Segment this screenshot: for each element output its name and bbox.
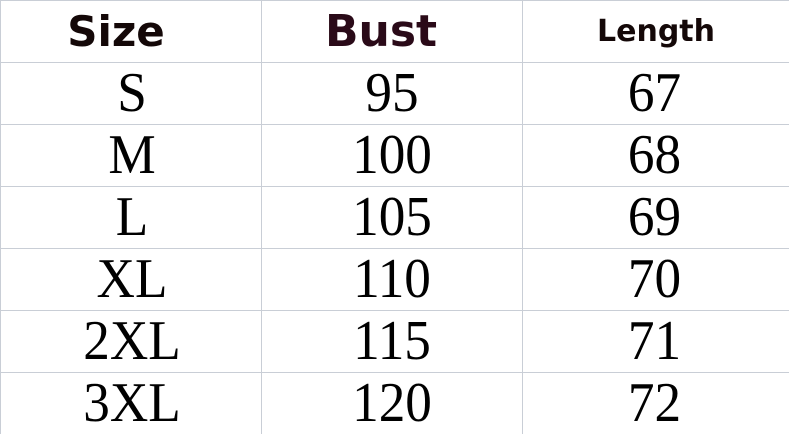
grid-line — [261, 0, 262, 434]
cell-bust: 115 — [353, 310, 431, 372]
cell-size: 3XL — [83, 372, 181, 434]
cell-bust: 110 — [353, 248, 431, 310]
cell-size: M — [108, 124, 156, 186]
cell-length: 69 — [627, 186, 682, 248]
grid-line — [0, 124, 789, 125]
grid-line — [0, 0, 789, 1]
grid-line — [0, 0, 1, 434]
grid-line — [0, 186, 789, 187]
cell-length: 67 — [627, 62, 682, 124]
cell-bust: 105 — [352, 186, 432, 248]
cell-size: 2XL — [83, 310, 181, 372]
header-bust: Bust — [324, 5, 438, 57]
cell-length: 70 — [627, 248, 682, 310]
cell-length: 71 — [627, 310, 682, 372]
cell-size: L — [115, 186, 149, 248]
grid-line — [0, 310, 789, 311]
header-size: Size — [67, 6, 165, 56]
grid-line — [0, 248, 789, 249]
header-length: Length — [597, 13, 715, 49]
cell-length: 72 — [627, 372, 682, 434]
cell-length: 68 — [627, 124, 682, 186]
grid-line — [522, 0, 523, 434]
cell-bust: 120 — [352, 372, 432, 434]
cell-size: XL — [96, 248, 168, 310]
cell-bust: 95 — [365, 62, 419, 124]
cell-size: S — [117, 62, 147, 124]
grid-line — [0, 372, 789, 373]
grid-line — [0, 62, 789, 63]
cell-bust: 100 — [352, 124, 432, 186]
